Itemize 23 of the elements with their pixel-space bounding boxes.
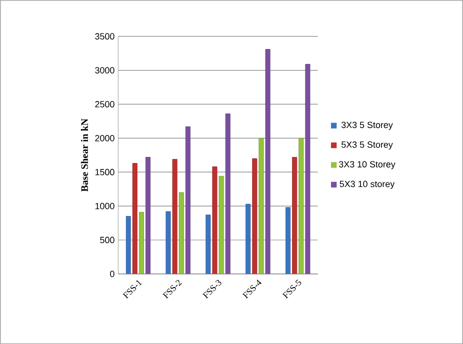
y-tick-label: 0 xyxy=(110,270,114,278)
bar xyxy=(225,113,230,274)
legend-label: 5X3 10 storey xyxy=(340,180,395,189)
legend-label: 3X3 10 Storey xyxy=(339,161,396,170)
y-tick-label: 1500 xyxy=(95,168,114,176)
y-tick-label: 2000 xyxy=(95,134,114,142)
bar xyxy=(252,158,258,274)
bar xyxy=(172,158,178,274)
legend-label: 3X3 5 Storey xyxy=(341,122,393,130)
bar xyxy=(132,162,138,274)
y-tick-label: 2500 xyxy=(95,100,114,108)
bar xyxy=(146,156,150,274)
y-tick-label: 3500 xyxy=(95,33,114,40)
bar xyxy=(265,48,270,274)
y-tick-label: 3000 xyxy=(95,67,114,74)
legend-label: 5X3 5 Storey xyxy=(342,141,393,150)
y-tick-label: 500 xyxy=(100,236,114,244)
y-tick-label: 1000 xyxy=(95,202,114,210)
bar xyxy=(185,126,190,274)
y-axis-title: Base Shear in kN xyxy=(80,118,88,192)
bar xyxy=(212,166,218,274)
bar xyxy=(292,156,298,274)
bar xyxy=(305,64,310,274)
